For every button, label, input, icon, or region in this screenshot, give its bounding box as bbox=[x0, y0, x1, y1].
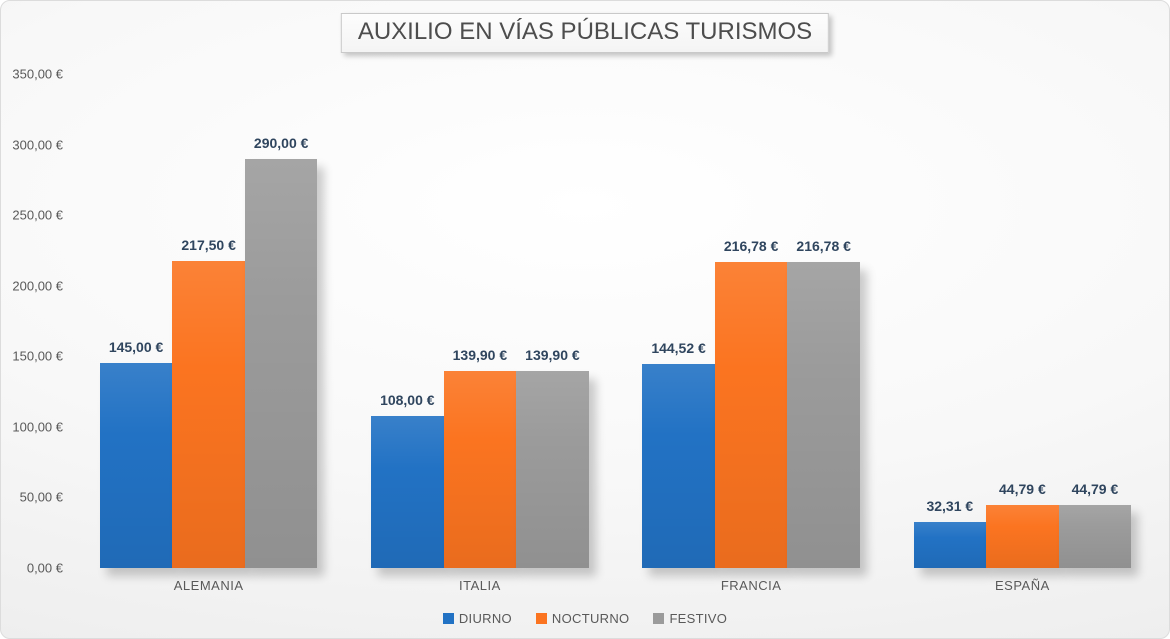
category-label-españa: ESPAÑA bbox=[994, 578, 1050, 593]
category-label-italia: ITALIA bbox=[458, 578, 501, 593]
y-axis-tick-label: 50,00 € bbox=[19, 489, 63, 505]
data-label-diurno-italia: 108,00 € bbox=[380, 391, 435, 408]
category-label-francia: FRANCIA bbox=[720, 578, 782, 593]
legend-swatch-icon bbox=[653, 613, 665, 624]
festivo-bar-españa[interactable] bbox=[1058, 504, 1132, 568]
nocturno-bar-alemania[interactable] bbox=[172, 261, 245, 568]
legend-swatch-icon bbox=[442, 613, 454, 624]
festivo-bar-italia[interactable] bbox=[516, 370, 589, 568]
y-axis-tick-label: 350,00 € bbox=[12, 66, 63, 82]
legend-label: DIURNO bbox=[458, 611, 512, 626]
nocturno-bar-españa[interactable] bbox=[986, 504, 1059, 568]
diurno-bar-alemania[interactable] bbox=[99, 363, 173, 568]
legend-swatch-icon bbox=[535, 613, 547, 624]
nocturno-bar-italia[interactable] bbox=[443, 370, 517, 568]
category-label-alemania: ALEMANIA bbox=[173, 578, 244, 593]
diurno-bar-francia[interactable] bbox=[642, 364, 715, 568]
data-label-diurno-alemania: 145,00 € bbox=[108, 339, 164, 356]
legend: DIURNO NOCTURNO FESTIVO bbox=[1, 611, 1169, 626]
y-axis-tick-label: 300,00 € bbox=[12, 137, 63, 153]
nocturno-bar-francia[interactable] bbox=[714, 262, 788, 568]
data-label-nocturno-italia: 139,90 € bbox=[452, 346, 508, 363]
legend-item-diurno[interactable]: DIURNO bbox=[442, 611, 512, 626]
data-label-nocturno-alemania: 217,50 € bbox=[181, 237, 236, 253]
data-label-festivo-francia: 216,78 € bbox=[796, 238, 851, 255]
data-label-festivo-españa: 44,79 € bbox=[1071, 480, 1119, 497]
festivo-bar-francia[interactable] bbox=[787, 262, 860, 568]
legend-label: NOCTURNO bbox=[551, 611, 630, 626]
festivo-bar-alemania[interactable] bbox=[244, 158, 318, 568]
y-axis-tick-label: 0,00 € bbox=[26, 560, 63, 576]
chart-title[interactable]: AUXILIO EN VÍAS PÚBLICAS TURISMOS bbox=[340, 13, 830, 53]
data-label-nocturno-francia: 216,78 € bbox=[723, 238, 779, 255]
diurno-bar-italia[interactable] bbox=[371, 415, 444, 568]
data-label-diurno-españa: 32,31 € bbox=[926, 498, 974, 515]
legend-item-nocturno[interactable]: NOCTURNO bbox=[535, 611, 630, 626]
y-axis-tick-label: 150,00 € bbox=[12, 348, 63, 364]
y-axis-tick-label: 100,00 € bbox=[12, 419, 63, 435]
y-axis-tick-label: 200,00 € bbox=[12, 278, 63, 294]
y-axis-tick-label: 250,00 € bbox=[12, 207, 63, 223]
data-label-nocturno-españa: 44,79 € bbox=[999, 480, 1046, 497]
data-label-festivo-alemania: 290,00 € bbox=[253, 134, 309, 151]
data-label-festivo-italia: 139,90 € bbox=[525, 346, 580, 363]
legend-label: FESTIVO bbox=[669, 611, 728, 626]
diurno-bar-españa[interactable] bbox=[913, 522, 987, 568]
data-label-diurno-francia: 144,52 € bbox=[651, 340, 706, 357]
legend-item-festivo[interactable]: FESTIVO bbox=[653, 611, 727, 626]
